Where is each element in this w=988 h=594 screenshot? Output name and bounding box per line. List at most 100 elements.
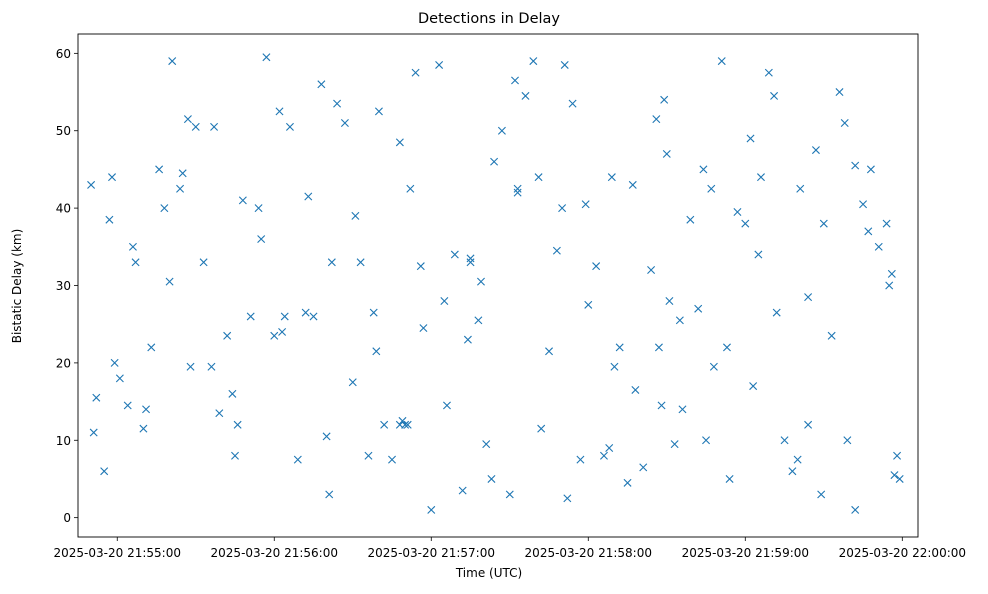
data-point-x-marker xyxy=(168,57,177,66)
data-point-x-marker xyxy=(487,474,496,483)
data-point-x-marker xyxy=(280,312,289,321)
data-point-x-marker xyxy=(165,277,174,286)
data-point-x-marker xyxy=(207,362,216,371)
data-point-x-marker xyxy=(466,258,475,267)
data-point-x-marker xyxy=(851,161,860,170)
data-point-x-marker xyxy=(183,115,192,124)
data-point-x-marker xyxy=(851,505,860,514)
data-point-x-marker xyxy=(450,250,459,259)
data-point-x-marker xyxy=(497,126,506,135)
data-point-x-marker xyxy=(110,358,119,367)
data-point-x-marker xyxy=(327,258,336,267)
data-point-x-marker xyxy=(442,401,451,410)
data-point-x-marker xyxy=(796,184,805,193)
data-point-x-marker xyxy=(581,200,590,209)
data-point-x-marker xyxy=(233,420,242,429)
x-tick-label: 2025-03-20 21:57:00 xyxy=(368,546,495,560)
data-point-x-marker xyxy=(123,401,132,410)
data-point-x-marker xyxy=(406,184,415,193)
data-point-x-marker xyxy=(780,436,789,445)
data-point-x-marker xyxy=(340,119,349,127)
data-point-x-marker xyxy=(128,242,137,251)
data-point-x-marker xyxy=(466,254,475,263)
data-point-x-marker xyxy=(87,180,96,189)
data-point-x-marker xyxy=(835,88,844,97)
data-point-x-marker xyxy=(199,258,208,267)
data-point-x-marker xyxy=(840,119,849,127)
data-point-x-marker xyxy=(416,262,425,271)
data-point-x-marker xyxy=(372,347,381,356)
data-point-x-marker xyxy=(707,184,716,193)
y-tick-label: 10 xyxy=(56,434,71,448)
data-point-x-marker xyxy=(607,173,616,182)
data-point-x-marker xyxy=(238,196,247,205)
y-tick-label: 20 xyxy=(56,356,71,370)
data-point-x-marker xyxy=(537,424,546,433)
data-point-x-marker xyxy=(293,455,302,464)
data-point-x-marker xyxy=(811,146,820,155)
data-point-x-marker xyxy=(754,250,763,259)
data-point-x-marker xyxy=(628,180,637,189)
data-point-x-marker xyxy=(513,188,522,197)
data-point-x-marker xyxy=(864,227,873,236)
data-point-x-marker xyxy=(474,316,483,325)
data-point-x-marker xyxy=(817,490,826,499)
data-point-x-marker xyxy=(191,122,200,131)
data-point-x-marker xyxy=(843,436,852,445)
data-point-x-marker xyxy=(647,266,656,275)
y-axis-label: Bistatic Delay (km) xyxy=(10,229,24,344)
data-point-x-marker xyxy=(105,215,114,224)
data-point-x-marker xyxy=(746,134,755,143)
y-tick-label: 30 xyxy=(56,279,71,293)
data-point-x-marker xyxy=(670,440,679,449)
data-point-x-marker xyxy=(228,389,237,398)
data-point-x-marker xyxy=(717,57,726,66)
data-point-x-marker xyxy=(380,420,389,429)
data-point-x-marker xyxy=(401,420,410,429)
data-point-x-marker xyxy=(534,173,543,182)
data-point-x-marker xyxy=(764,68,773,77)
data-point-x-marker xyxy=(804,293,813,302)
data-point-x-marker xyxy=(215,409,224,418)
data-point-x-marker xyxy=(885,281,894,290)
data-point-x-marker xyxy=(725,474,734,483)
data-point-x-marker xyxy=(223,331,232,340)
data-point-x-marker xyxy=(584,300,593,309)
data-point-x-marker xyxy=(605,444,614,452)
x-axis-label: Time (UTC) xyxy=(455,566,522,580)
data-point-x-marker xyxy=(757,173,765,182)
data-point-x-marker xyxy=(560,60,569,69)
data-point-x-marker xyxy=(702,436,711,445)
data-point-x-marker xyxy=(615,343,624,352)
data-point-x-marker xyxy=(176,184,185,193)
data-point-x-marker xyxy=(254,204,263,213)
data-point-x-marker xyxy=(374,107,383,116)
data-point-x-marker xyxy=(505,490,514,499)
data-point-x-marker xyxy=(210,122,219,131)
data-point-x-marker xyxy=(419,324,428,333)
x-tick-label: 2025-03-20 22:00:00 xyxy=(839,546,966,560)
data-point-x-marker xyxy=(147,343,156,352)
data-point-x-marker xyxy=(270,331,279,340)
data-point-x-marker xyxy=(427,505,436,514)
x-tick-label: 2025-03-20 21:59:00 xyxy=(682,546,809,560)
data-point-x-marker xyxy=(458,486,467,495)
data-point-x-marker xyxy=(563,494,572,503)
data-point-x-marker xyxy=(665,296,674,305)
data-point-x-marker xyxy=(369,308,378,317)
data-point-x-marker xyxy=(639,463,648,472)
data-point-x-marker xyxy=(793,455,802,464)
data-point-x-marker xyxy=(699,165,708,174)
data-point-x-marker xyxy=(262,53,271,62)
data-point-x-marker xyxy=(631,385,640,394)
data-point-x-marker xyxy=(662,149,671,158)
data-point-x-marker xyxy=(301,308,310,317)
y-tick-label: 40 xyxy=(56,202,71,216)
data-point-x-marker xyxy=(477,277,485,286)
data-point-x-marker xyxy=(482,440,491,449)
data-point-x-marker xyxy=(709,362,718,371)
data-point-x-marker xyxy=(257,235,266,244)
data-point-x-marker xyxy=(592,262,601,271)
data-point-x-marker xyxy=(827,331,836,340)
